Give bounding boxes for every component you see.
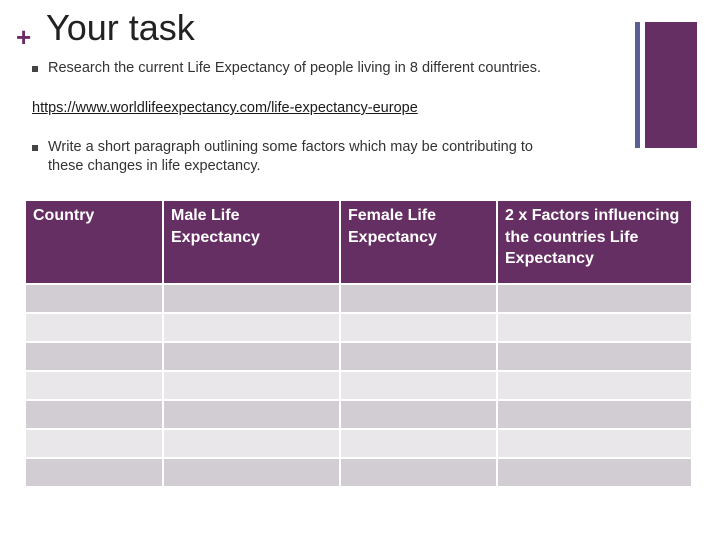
table-cell <box>496 399 693 430</box>
table-cell <box>24 399 164 430</box>
table-row <box>24 428 693 459</box>
table-cell <box>339 312 498 343</box>
table-row <box>24 312 693 343</box>
table-cell <box>162 428 341 459</box>
life-expectancy-table: Country Male Life Expectancy Female Life… <box>24 199 693 488</box>
table-cell <box>339 283 498 314</box>
table-cell <box>339 457 498 488</box>
bullet-research: Research the current Life Expectancy of … <box>48 60 542 76</box>
table-cell <box>496 457 693 488</box>
header-factors: 2 x Factors influencing the countries Li… <box>496 199 693 285</box>
table-cell <box>339 370 498 401</box>
decorative-block <box>645 22 697 148</box>
bullet-write-line-2: these changes in life expectancy. <box>48 158 261 174</box>
table-cell <box>162 341 341 372</box>
table-cell <box>496 370 693 401</box>
plus-icon: + <box>16 22 32 52</box>
table-cell <box>162 399 341 430</box>
table-header-row: Country Male Life Expectancy Female Life… <box>24 199 693 285</box>
table-cell <box>162 283 341 314</box>
bullet-write-line-1: Write a short paragraph outlining some f… <box>48 139 533 155</box>
header-country: Country <box>24 199 164 285</box>
table-cell <box>162 370 341 401</box>
table-cell <box>24 457 164 488</box>
bullet-square-icon <box>32 145 38 151</box>
bullet-write-paragraph: Write a short paragraph outlining some f… <box>48 138 608 176</box>
table-cell <box>339 399 498 430</box>
table-cell <box>496 312 693 343</box>
table-cell <box>162 457 341 488</box>
table-cell <box>24 341 164 372</box>
table-row <box>24 399 693 430</box>
reference-link[interactable]: https://www.worldlifeexpectancy.com/life… <box>32 100 418 116</box>
table-row <box>24 457 693 488</box>
table-row <box>24 283 693 314</box>
table-row <box>24 370 693 401</box>
table-cell <box>24 283 164 314</box>
table-cell <box>162 312 341 343</box>
table-body <box>24 283 693 488</box>
table-cell <box>24 312 164 343</box>
bullet-square-icon <box>32 66 38 72</box>
table-cell <box>24 370 164 401</box>
header-male-life-expectancy: Male Life Expectancy <box>162 199 341 285</box>
table-cell <box>496 341 693 372</box>
table-cell <box>496 428 693 459</box>
page-title: Your task <box>46 7 195 48</box>
header-female-life-expectancy: Female Life Expectancy <box>339 199 498 285</box>
table-cell <box>339 428 498 459</box>
table-cell <box>496 283 693 314</box>
table-cell <box>24 428 164 459</box>
decorative-line <box>635 22 640 148</box>
table-row <box>24 341 693 372</box>
table-cell <box>339 341 498 372</box>
